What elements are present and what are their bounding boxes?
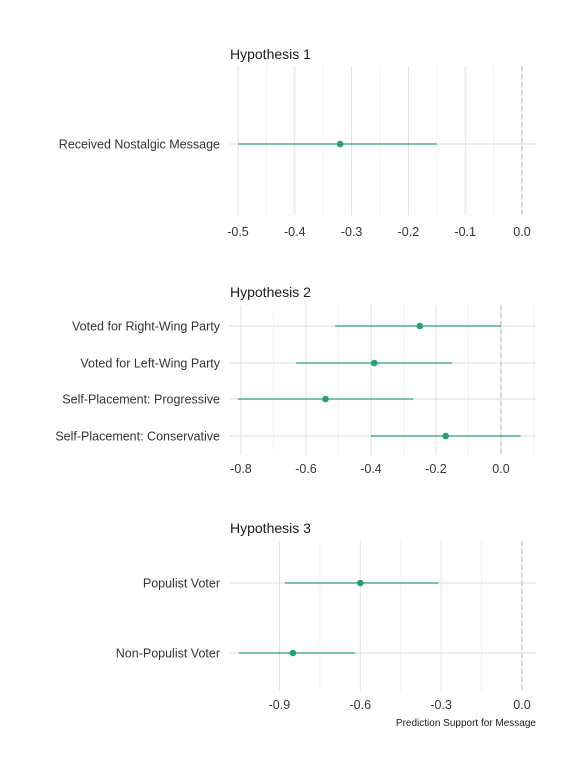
category-label: Voted for Right-Wing Party xyxy=(72,320,221,334)
x-tick-label: -0.2 xyxy=(398,225,420,239)
x-tick-label: 0.0 xyxy=(513,698,530,712)
x-tick-label: -0.6 xyxy=(295,462,317,476)
x-tick-label: -0.1 xyxy=(454,225,476,239)
x-tick-label: -0.4 xyxy=(284,225,306,239)
category-label: Voted for Left-Wing Party xyxy=(80,357,220,371)
panel-title: Hypothesis 2 xyxy=(230,284,311,300)
category-label: Self-Placement: Conservative xyxy=(55,430,220,444)
panel-title: Hypothesis 1 xyxy=(230,46,311,62)
x-tick-label: -0.8 xyxy=(230,462,252,476)
x-tick-label: -0.2 xyxy=(425,462,447,476)
point-estimate xyxy=(442,432,450,440)
point-estimate xyxy=(370,359,378,367)
category-label: Populist Voter xyxy=(143,577,220,591)
panel-hypothesis-3: Hypothesis 3 -0.9 -0.6 -0.3 0.0 Populist Vote… xyxy=(116,520,537,729)
x-tick-label: -0.3 xyxy=(341,225,363,239)
point-estimate xyxy=(322,395,329,403)
point-estimate xyxy=(336,140,344,148)
point-estimate xyxy=(289,649,297,657)
x-tick-label: 0.0 xyxy=(492,462,509,476)
panel-hypothesis-2: Hypothesis 2 -0.8 -0.6 -0.4 -0.2 0.0 Voted for… xyxy=(55,284,536,476)
category-label: Received Nostalgic Message xyxy=(59,138,220,152)
x-tick-label: -0.3 xyxy=(430,698,452,712)
x-tick-label: -0.6 xyxy=(350,698,372,712)
x-tick-label: -0.4 xyxy=(360,462,382,476)
x-tick-label: -0.5 xyxy=(227,225,249,239)
x-axis-title: Prediction Support for Message xyxy=(396,718,537,729)
point-estimate xyxy=(356,579,364,587)
x-tick-label: 0.0 xyxy=(513,225,530,239)
x-tick-label: -0.9 xyxy=(269,698,291,712)
category-label: Non-Populist Voter xyxy=(116,647,220,661)
panel-title: Hypothesis 3 xyxy=(230,520,311,536)
category-label: Self-Placement: Progressive xyxy=(62,393,220,407)
panel-hypothesis-1: Hypothesis 1 -0.5 -0.4 -0.3 -0.2 -0.1 0.0 Recei… xyxy=(59,46,536,239)
point-estimate xyxy=(416,322,424,330)
